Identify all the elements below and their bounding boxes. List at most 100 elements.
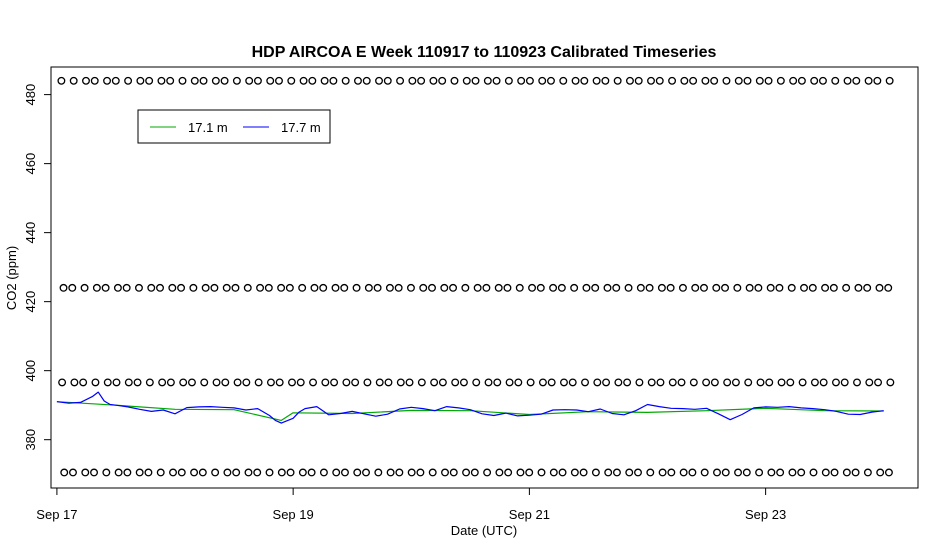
- scatter-point: [560, 378, 568, 387]
- scatter-point: [810, 76, 819, 85]
- scatter-point: [570, 283, 579, 292]
- scatter-point: [852, 76, 861, 85]
- scatter-point: [103, 76, 111, 85]
- scatter-point: [755, 76, 764, 85]
- scatter-point: [429, 76, 438, 85]
- scatter-point: [745, 283, 754, 292]
- scatter-point: [102, 468, 111, 477]
- scatter-point: [557, 283, 566, 292]
- scatter-point: [863, 283, 872, 292]
- scatter-point: [688, 468, 697, 477]
- scatter-point: [647, 378, 656, 387]
- scatter-point: [754, 283, 763, 292]
- scatter-point: [582, 283, 591, 292]
- scatter-point: [713, 468, 721, 477]
- scatter-point: [689, 76, 698, 85]
- y-tick-label: 460: [23, 153, 38, 175]
- scatter-point: [198, 468, 207, 477]
- scatter-point: [364, 283, 373, 292]
- scatter-point: [59, 283, 68, 292]
- scatter-point: [701, 76, 710, 85]
- legend-label-17-1-m: 17.1 m: [188, 120, 228, 135]
- scatter-point: [385, 283, 394, 292]
- scatter-point: [396, 378, 405, 387]
- scatter-point: [776, 468, 785, 477]
- scatter-point: [840, 378, 849, 387]
- scatter-point: [375, 76, 383, 85]
- scatter-point: [199, 76, 208, 85]
- scatter-point: [853, 378, 861, 387]
- scatter-point: [374, 468, 383, 477]
- scatter-point: [332, 468, 341, 477]
- scatter-point: [277, 468, 286, 477]
- scatter-point: [494, 283, 503, 292]
- scatter-point: [528, 283, 536, 292]
- scatter-point: [819, 76, 827, 85]
- scatter-point: [646, 468, 655, 477]
- scatter-point: [604, 468, 613, 477]
- scatter-point: [266, 76, 275, 85]
- scatter-point: [375, 378, 384, 387]
- scatter-point: [484, 378, 493, 387]
- scatter-point: [721, 283, 729, 292]
- scatter-point: [321, 378, 330, 387]
- scatter-point: [777, 378, 786, 387]
- scatter-point: [308, 76, 317, 85]
- scatter-point: [558, 468, 567, 477]
- scatter-point: [854, 283, 863, 292]
- scatter-point: [122, 283, 131, 292]
- scatter-point: [211, 468, 220, 477]
- scatter-point: [277, 283, 286, 292]
- scatter-point: [482, 283, 491, 292]
- scatter-point: [461, 283, 470, 292]
- scatter-point: [449, 283, 458, 292]
- scatter-point: [187, 378, 196, 387]
- scatter-point: [144, 468, 153, 477]
- scatter-point: [135, 468, 144, 477]
- scatter-point: [547, 378, 556, 387]
- scatter-point: [722, 76, 731, 85]
- scatter-point: [483, 468, 492, 477]
- scatter-point: [797, 468, 806, 477]
- scatter-point: [623, 378, 632, 387]
- scatter-point: [625, 468, 634, 477]
- scatter-point: [591, 283, 600, 292]
- scatter-point: [223, 468, 232, 477]
- scatter-point: [178, 76, 187, 85]
- scatter-point: [723, 378, 732, 387]
- scatter-point: [873, 76, 882, 85]
- scatter-point: [200, 378, 209, 387]
- scatter-point: [885, 76, 894, 85]
- scatter-point: [886, 378, 895, 387]
- scatter-point: [658, 468, 667, 477]
- scatter-point: [634, 76, 643, 85]
- scatter-point: [601, 76, 610, 85]
- scatter-point: [253, 76, 262, 85]
- scatter-point: [264, 283, 273, 292]
- scatter-point: [60, 468, 69, 477]
- scatter-point: [788, 468, 797, 477]
- scatter-point: [201, 283, 210, 292]
- scatter-point: [731, 378, 740, 387]
- scatter-point: [287, 76, 296, 85]
- scatter-point: [114, 468, 123, 477]
- scatter-point: [408, 76, 417, 85]
- scatter-point: [222, 283, 231, 292]
- scatter-point: [874, 378, 883, 387]
- series-line-17-7-m: [56, 391, 884, 424]
- scatter-point: [112, 378, 121, 387]
- y-axis: 380 400 420 440 460 480: [23, 84, 52, 451]
- scatter-point: [113, 283, 122, 292]
- scatter-point: [68, 283, 77, 292]
- scatter-point: [331, 283, 340, 292]
- scatter-point: [525, 76, 534, 85]
- scatter-point: [559, 76, 568, 85]
- scatter-point: [680, 76, 689, 85]
- x-axis-label: Date (UTC): [451, 523, 517, 538]
- scatter-point: [210, 283, 219, 292]
- scatter-point: [636, 283, 645, 292]
- scatter-point: [285, 283, 294, 292]
- scatter-point: [492, 76, 501, 85]
- scatter-point: [549, 283, 558, 292]
